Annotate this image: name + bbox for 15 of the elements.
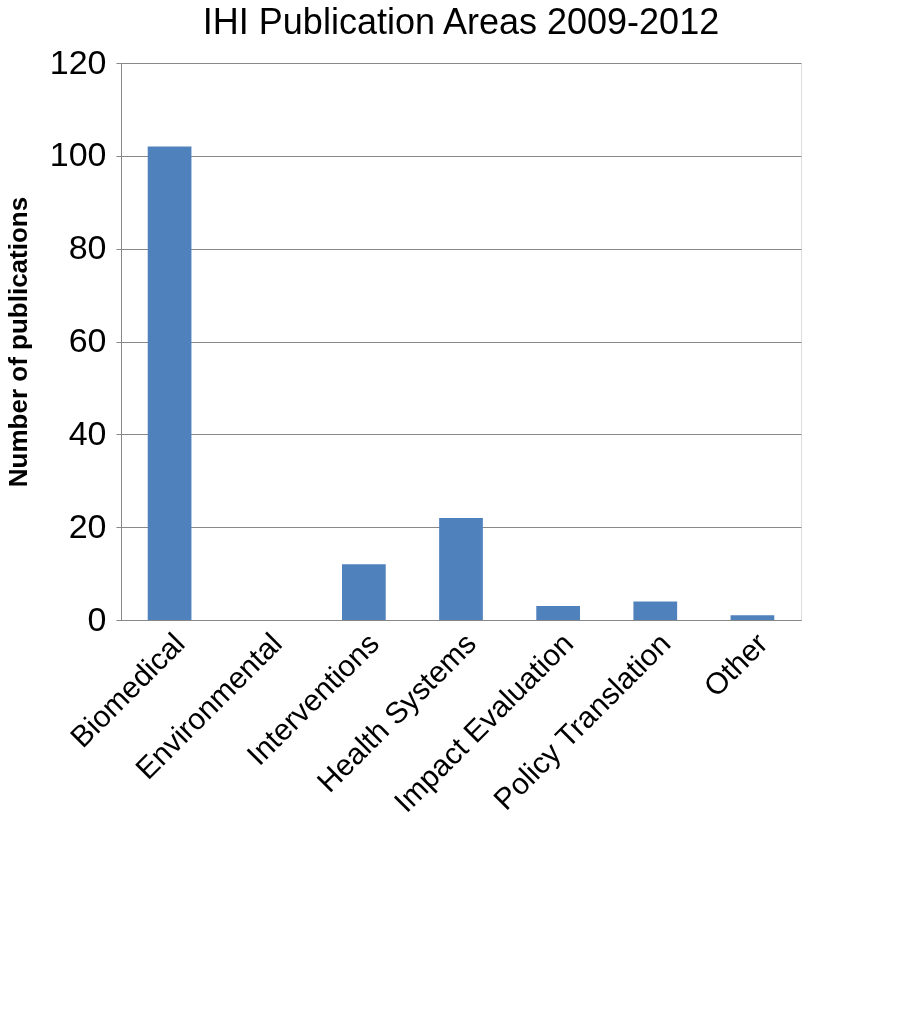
y-tick-label: 60 <box>68 321 107 359</box>
bar <box>536 606 580 620</box>
chart-title: IHI Publication Areas 2009-2012 <box>202 1 720 42</box>
y-tick-label: 20 <box>68 506 107 545</box>
y-tick-label: 100 <box>49 135 107 174</box>
y-tick-label: 120 <box>49 42 107 81</box>
bar <box>147 146 192 620</box>
y-tick-label: 80 <box>68 228 107 267</box>
bar <box>439 517 483 620</box>
y-tick-label: 0 <box>87 599 107 638</box>
bar <box>633 601 678 620</box>
y-axis-title: Number of publications <box>2 196 33 488</box>
bar <box>342 564 386 620</box>
bar <box>730 615 775 620</box>
y-tick-label: 40 <box>68 413 107 452</box>
